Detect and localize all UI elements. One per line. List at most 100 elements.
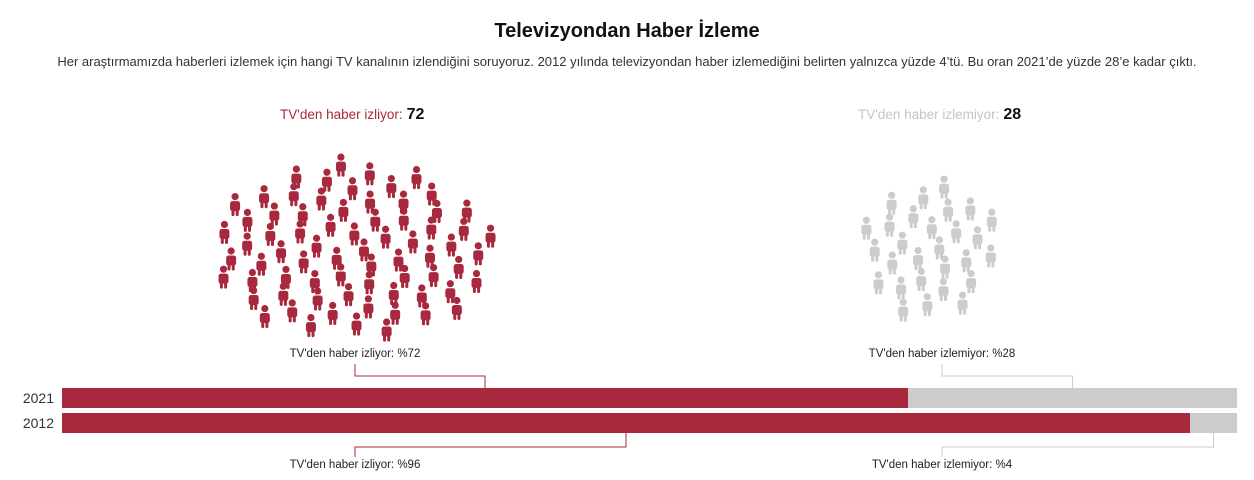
person-icon	[424, 244, 435, 268]
bar-segment	[62, 413, 1190, 433]
person-icon	[226, 247, 237, 271]
person-icon	[869, 238, 880, 262]
person-icon	[297, 203, 308, 227]
person-icon	[399, 264, 410, 289]
person-icon	[338, 198, 349, 222]
person-icon	[390, 301, 401, 325]
person-icon	[940, 255, 951, 279]
person-icon	[446, 233, 457, 257]
person-icon	[312, 287, 323, 311]
bar-segment	[62, 388, 908, 408]
person-icon	[311, 234, 322, 258]
chart-title: Televizyondan Haber İzleme	[494, 20, 760, 42]
person-icon	[951, 220, 962, 244]
person-icon	[248, 286, 259, 311]
person-icon	[242, 208, 253, 232]
annotation-label: TV'den haber izlemiyor: %28	[869, 348, 1016, 360]
person-icon	[485, 224, 496, 248]
person-icon	[298, 250, 309, 274]
person-icon	[327, 301, 338, 325]
annotation-leader	[354, 364, 486, 388]
person-icon	[896, 276, 907, 300]
person-icon	[230, 193, 241, 217]
person-icon	[428, 264, 439, 288]
person-icon	[388, 281, 399, 306]
annotation-leader	[941, 364, 1073, 388]
person-icon	[420, 302, 431, 326]
bar-segment	[908, 388, 1237, 408]
person-icon	[343, 283, 354, 307]
person-icon	[886, 191, 897, 215]
person-icon	[938, 277, 949, 302]
person-icon	[386, 175, 397, 199]
person-icon	[411, 165, 422, 190]
person-icon	[287, 299, 298, 323]
person-icon	[426, 216, 437, 240]
person-icon	[364, 162, 375, 186]
person-icon	[256, 252, 267, 276]
person-icon	[939, 175, 950, 199]
person-icon	[985, 244, 996, 268]
year-label: 2012	[23, 415, 54, 431]
person-icon	[335, 153, 346, 177]
annotation-leader	[354, 433, 627, 457]
person-icon	[961, 249, 972, 273]
person-icon	[461, 199, 472, 223]
person-icon	[269, 202, 280, 226]
annotation-leader	[941, 433, 1214, 457]
person-icon	[291, 165, 302, 189]
person-icon	[943, 198, 954, 222]
person-icon	[381, 318, 392, 342]
watch-group-heading: TV'den haber izliyor: 72	[280, 106, 424, 124]
person-icon	[278, 282, 289, 306]
annotation-label: TV'den haber izliyor: %96	[290, 459, 421, 471]
not-watch-group-count: 28	[1003, 106, 1022, 123]
person-icon	[335, 263, 346, 287]
person-icon	[265, 222, 276, 246]
person-icon	[986, 208, 997, 232]
watch-group-count: 72	[406, 106, 425, 123]
person-icon	[451, 296, 462, 321]
watch-group-label: TV'den haber izliyor:	[280, 107, 403, 122]
person-icon	[913, 247, 924, 271]
person-icon	[407, 230, 418, 254]
bar-segment	[1190, 413, 1237, 433]
person-icon	[218, 265, 229, 289]
person-icon	[259, 185, 270, 209]
person-icon	[426, 182, 437, 206]
person-icon	[359, 238, 369, 262]
watch-people-cluster	[218, 153, 496, 342]
person-icon	[887, 251, 898, 275]
person-icon	[453, 255, 464, 279]
person-icon	[305, 314, 316, 338]
person-icon	[918, 186, 929, 210]
person-icon	[316, 187, 327, 211]
person-icon	[898, 298, 909, 322]
person-icon	[966, 270, 977, 294]
person-icon	[445, 280, 456, 304]
annotation-label: TV'den haber izlemiyor: %4	[872, 459, 1013, 471]
not-watch-group-label: TV'den haber izlemiyor:	[858, 107, 1000, 122]
person-icon	[897, 231, 908, 255]
annotation-label: TV'den haber izliyor: %72	[290, 348, 421, 360]
person-icon	[347, 177, 358, 201]
person-icon	[380, 225, 391, 249]
person-icon	[242, 232, 253, 256]
year-label: 2021	[23, 390, 54, 406]
person-icon	[916, 268, 927, 292]
person-icon	[365, 190, 376, 214]
person-icon	[884, 213, 895, 237]
person-icon	[393, 248, 404, 272]
person-icon	[908, 205, 919, 229]
person-icon	[922, 293, 933, 317]
person-icon	[351, 312, 362, 336]
person-icon	[861, 216, 872, 240]
person-icon	[276, 240, 287, 264]
person-icon	[325, 213, 336, 237]
person-icon	[349, 222, 360, 246]
person-icon	[965, 197, 976, 221]
person-icon	[926, 216, 937, 240]
person-icon	[363, 295, 374, 319]
chart-subtitle: Her araştırmamızda haberleri izlemek içi…	[57, 54, 1197, 69]
